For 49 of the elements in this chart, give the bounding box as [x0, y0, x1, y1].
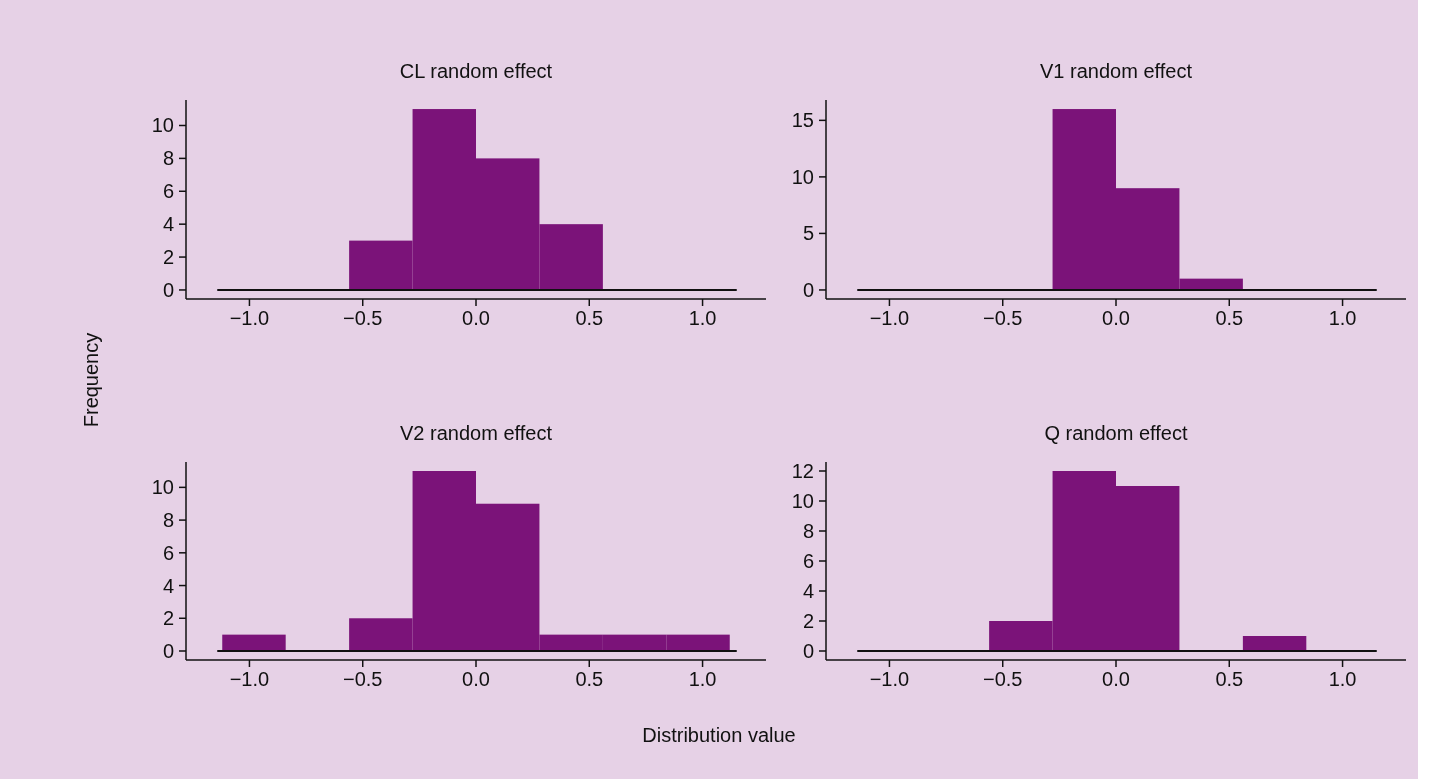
x-tick-label: −0.5	[342, 668, 383, 690]
x-tick-label: −0.5	[982, 307, 1023, 329]
y-tick-label: 0	[802, 278, 814, 301]
x-tick-label: −1.0	[229, 307, 270, 329]
chart-title: Q random effect	[1044, 422, 1188, 444]
x-tick-label: 1.0	[688, 307, 717, 329]
y-tick-label: 10	[151, 476, 174, 499]
y-tick-label: 4	[162, 574, 174, 597]
y-tick-label: 4	[162, 213, 174, 236]
x-tick-label: −0.5	[982, 668, 1023, 690]
x-tick-label: 1.0	[688, 668, 717, 690]
y-tick-label: 2	[162, 246, 174, 269]
y-tick-label: 10	[151, 114, 174, 137]
x-tick-label: 0.5	[575, 307, 604, 329]
x-tick-label: 0.5	[575, 668, 604, 690]
x-tick-label: 0.0	[462, 668, 490, 690]
y-tick-label: 2	[802, 610, 814, 632]
chart-title: CL random effect	[399, 60, 553, 82]
y-tick-label: 2	[162, 607, 174, 630]
y-tick-label: 15	[791, 109, 814, 132]
y-tick-label: 5	[802, 222, 814, 245]
y-tick-label: 12	[791, 460, 814, 482]
x-tick-label: 0.5	[1215, 668, 1244, 690]
y-tick-label: 6	[802, 550, 814, 572]
x-tick-label: −1.0	[869, 307, 910, 329]
x-tick-label: 1.0	[1328, 307, 1357, 329]
y-tick-label: 0	[802, 640, 814, 662]
y-tick-label: 10	[791, 490, 814, 512]
x-tick-label: 1.0	[1328, 668, 1357, 690]
x-tick-label: 0.5	[1215, 307, 1244, 329]
x-axis-title: Distribution value	[642, 724, 796, 746]
x-tick-label: −1.0	[229, 668, 270, 690]
y-tick-label: 0	[162, 640, 174, 662]
chart-title: V2 random effect	[400, 422, 553, 444]
y-tick-label: 6	[162, 541, 174, 564]
y-tick-label: 0	[162, 278, 174, 301]
y-tick-label: 6	[162, 180, 174, 203]
y-tick-label: 4	[802, 580, 814, 602]
chart-title: V1 random effect	[1040, 60, 1193, 82]
y-tick-label: 8	[802, 520, 814, 542]
x-tick-label: 0.0	[1102, 668, 1130, 690]
x-tick-label: 0.0	[1102, 307, 1130, 329]
y-tick-label: 8	[162, 147, 174, 170]
y-tick-label: 10	[791, 165, 814, 188]
y-axis-title: Frequency	[80, 332, 102, 428]
x-tick-label: −0.5	[342, 307, 383, 329]
x-tick-label: −1.0	[869, 668, 910, 690]
y-tick-label: 8	[162, 509, 174, 532]
x-tick-label: 0.0	[462, 307, 490, 329]
